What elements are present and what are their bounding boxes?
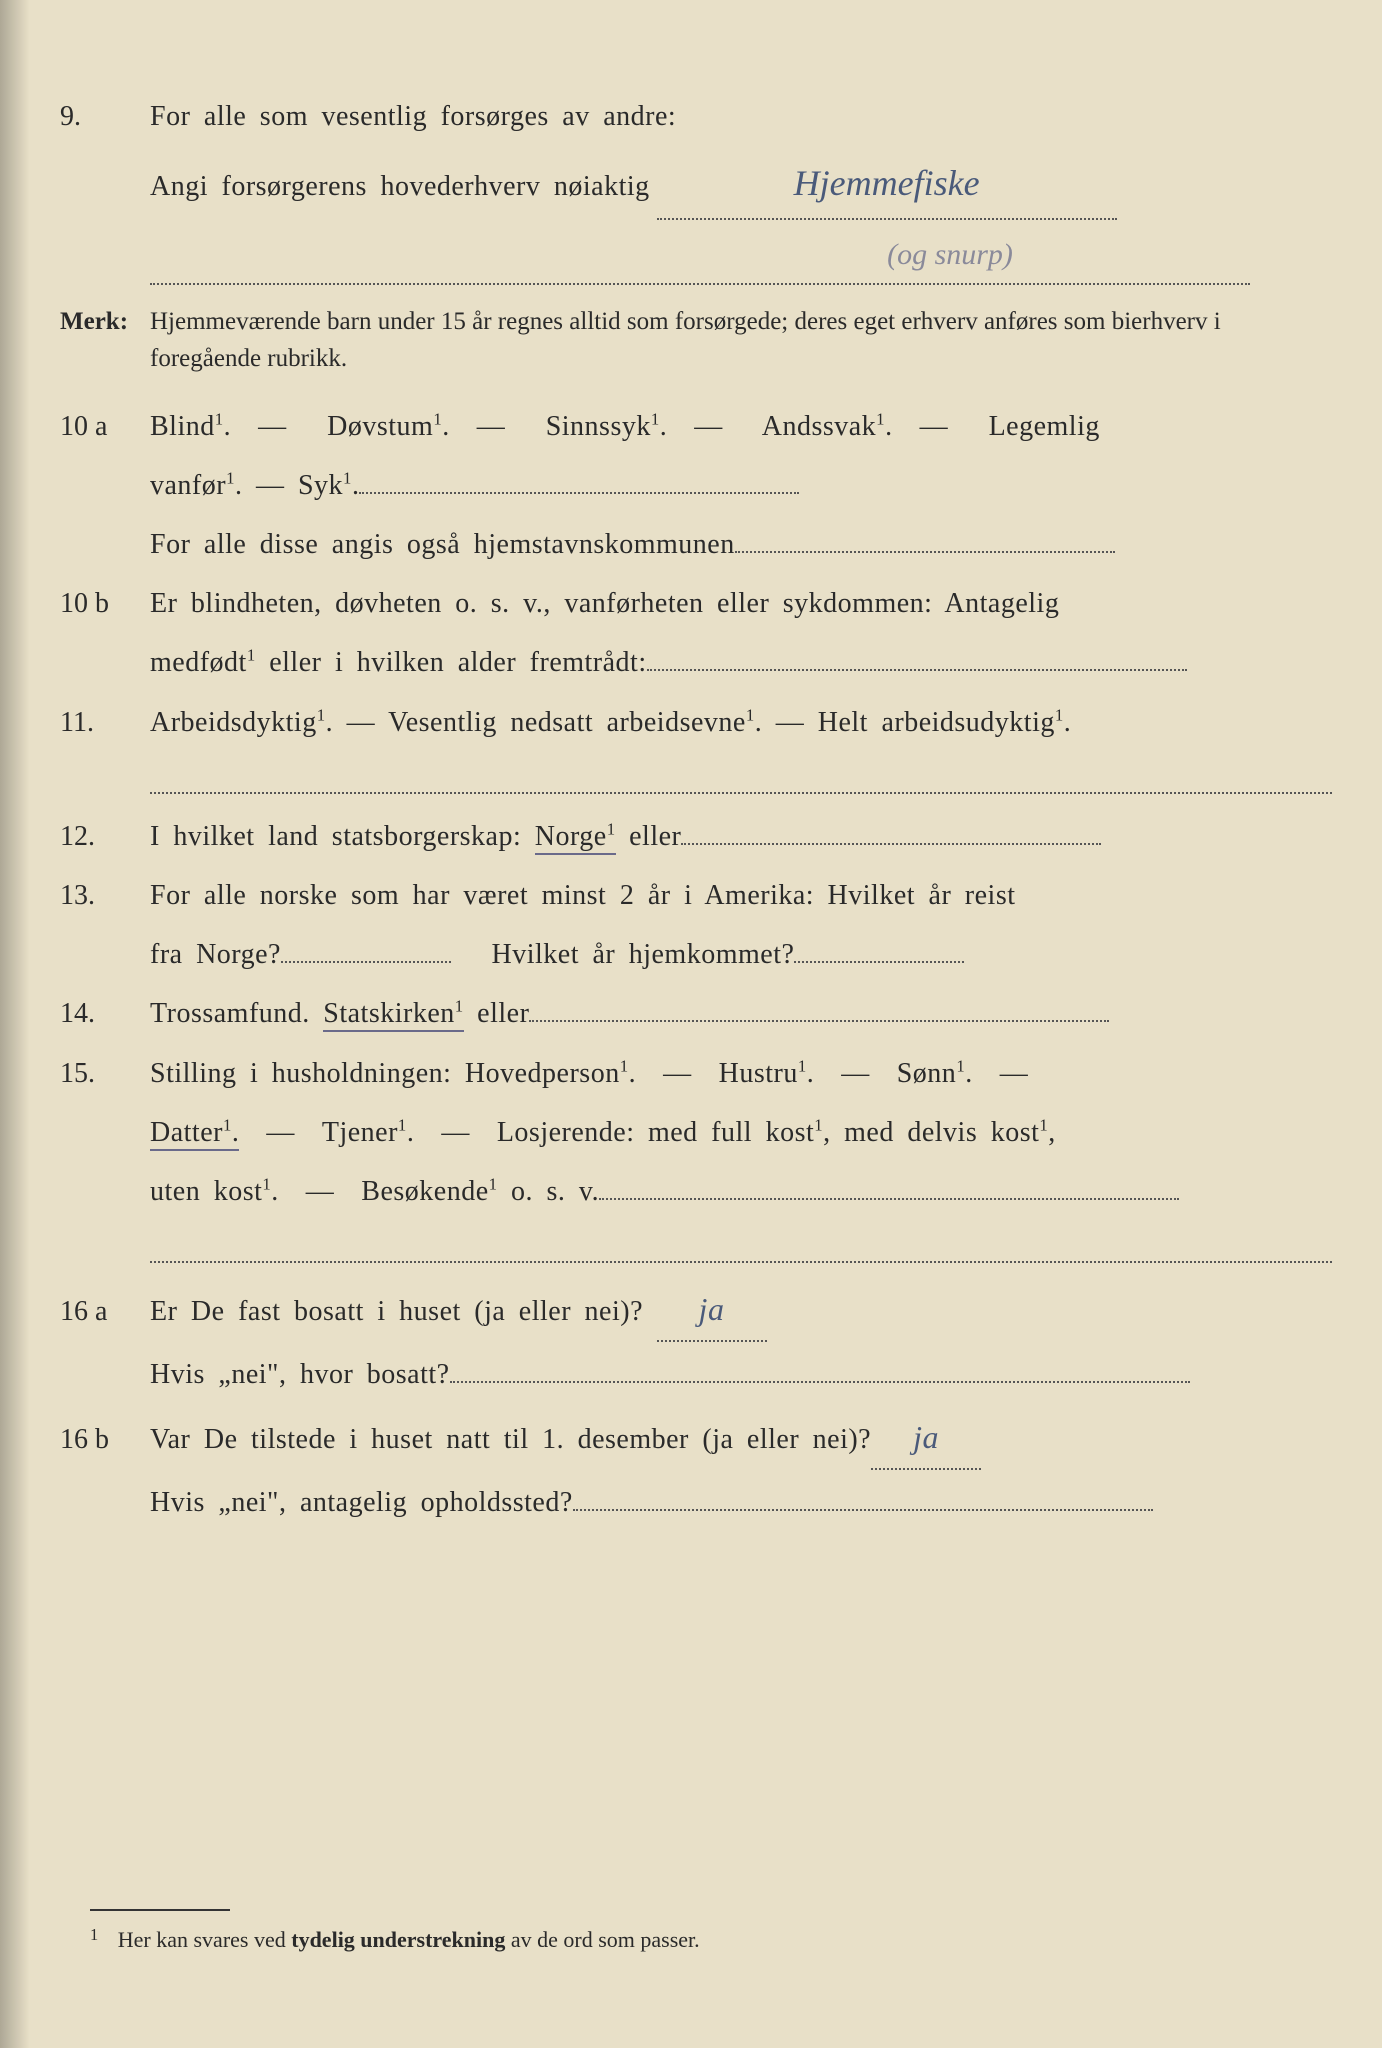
q15-blank-line — [150, 1224, 1332, 1263]
q11-line: Arbeidsdyktig1. — Vesentlig nedsatt arbe… — [150, 696, 1332, 749]
page-shadow — [0, 0, 30, 2048]
question-15-line3: uten kost1. — Besøkende1 o. s. v. — [60, 1165, 1332, 1218]
question-10a: 10 a Blind1. — Døvstum1. — Sinnssyk1. — … — [60, 400, 1332, 453]
q14-underlined: Statskirken1 — [323, 998, 463, 1032]
q9-number: 9. — [60, 90, 150, 143]
q10a-blank2 — [735, 551, 1115, 553]
q16b-number: 16 b — [60, 1413, 150, 1466]
question-9-line2: Angi forsørgerens hovederhverv nøiaktig … — [60, 149, 1332, 219]
q10b-number: 10 b — [60, 577, 150, 630]
q9-label: Angi forsørgerens hovederhverv nøiaktig — [150, 171, 650, 202]
question-15-line2: Datter1. — Tjener1. — Losjerende: med fu… — [60, 1106, 1332, 1159]
question-10a-line2: vanfør1. — Syk1. — [60, 459, 1332, 512]
q12-underlined: Norge1 — [535, 821, 616, 855]
q10b-line1: Er blindheten, døvheten o. s. v., vanfør… — [150, 577, 1332, 630]
q13-number: 13. — [60, 869, 150, 922]
q10a-blank — [359, 492, 799, 494]
question-10a-line3: For alle disse angis også hjemstavnskomm… — [60, 518, 1332, 571]
q9-handwritten2: (og snurp) — [887, 238, 1013, 271]
footnote-rule — [90, 1909, 230, 1911]
q15-number: 15. — [60, 1047, 150, 1100]
question-15: 15. Stilling i husholdningen: Hovedperso… — [60, 1047, 1332, 1100]
question-16b: 16 b Var De tilstede i huset natt til 1.… — [60, 1407, 1332, 1470]
question-16b-line2: Hvis „nei", antagelig opholdssted? — [60, 1476, 1332, 1529]
q10a-number: 10 a — [60, 400, 150, 453]
question-10b: 10 b Er blindheten, døvheten o. s. v., v… — [60, 577, 1332, 630]
q15-underlined: Datter1. — [150, 1117, 239, 1151]
q11-blank-line — [150, 755, 1332, 794]
question-12: 12. I hvilket land statsborgerskap: Norg… — [60, 810, 1332, 863]
q16b-answer: ja — [871, 1407, 981, 1470]
q9-answer-line1: Hjemmefiske — [657, 149, 1117, 219]
q16a-number: 16 a — [60, 1285, 150, 1338]
question-16a-line2: Hvis „nei", hvor bosatt? — [60, 1348, 1332, 1401]
question-9-line3: (og snurp) — [60, 226, 1332, 285]
question-9: 9. For alle som vesentlig forsørges av a… — [60, 90, 1332, 143]
form-content: 9. For alle som vesentlig forsørges av a… — [60, 30, 1332, 1961]
q13-blank1 — [281, 961, 451, 963]
footnote: 1 Her kan svares ved tydelig understrekn… — [90, 1919, 1332, 1961]
footnote-num: 1 — [90, 1925, 98, 1944]
question-11: 11. Arbeidsdyktig1. — Vesentlig nedsatt … — [60, 696, 1332, 749]
q14-blank — [529, 1020, 1109, 1022]
merk-label: Merk: — [60, 303, 150, 341]
question-14: 14. Trossamfund. Statskirken1 eller — [60, 987, 1332, 1040]
q16a-answer: ja — [657, 1279, 767, 1342]
q10a-line1: Blind1. — Døvstum1. — Sinnssyk1. — Andss… — [150, 400, 1332, 453]
question-13-line2: fra Norge? Hvilket år hjemkommet? — [60, 928, 1332, 981]
q13-blank2 — [794, 961, 964, 963]
q12-number: 12. — [60, 810, 150, 863]
q16a-blank — [450, 1381, 1190, 1383]
q14-number: 14. — [60, 987, 150, 1040]
q12-blank — [681, 843, 1101, 845]
question-16a: 16 a Er De fast bosatt i huset (ja eller… — [60, 1279, 1332, 1342]
q9-handwritten1: Hjemmefiske — [794, 163, 980, 203]
q11-number: 11. — [60, 696, 150, 749]
q9-answer-line2: (og snurp) — [150, 226, 1250, 285]
question-10b-line2: medfødt1 eller i hvilken alder fremtrådt… — [60, 636, 1332, 689]
q15-blank — [599, 1198, 1179, 1200]
q9-line1: For alle som vesentlig forsørges av andr… — [150, 90, 1332, 143]
q13-line1: For alle norske som har været minst 2 år… — [150, 869, 1332, 922]
q10b-blank — [647, 669, 1187, 671]
q16b-blank — [573, 1509, 1153, 1511]
question-13: 13. For alle norske som har været minst … — [60, 869, 1332, 922]
merk-note: Merk: Hjemmeværende barn under 15 år reg… — [60, 303, 1332, 378]
merk-text: Hjemmeværende barn under 15 år regnes al… — [150, 303, 1332, 378]
